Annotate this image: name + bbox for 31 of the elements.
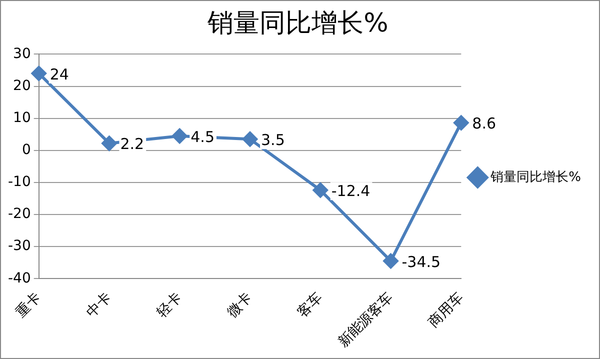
point xyxy=(383,253,398,268)
point xyxy=(312,182,328,198)
x-tick-label: 客车 xyxy=(294,290,326,321)
y-tick-label: -10 xyxy=(8,174,31,190)
data-label: 24 xyxy=(50,65,69,84)
y-tick-label: 20 xyxy=(13,78,31,94)
point xyxy=(172,128,188,144)
data-label: -12.4 xyxy=(331,182,370,200)
point xyxy=(454,115,469,130)
point xyxy=(31,66,46,81)
legend-label: 销量同比增长% xyxy=(490,170,582,185)
x-tick-label: 微卡 xyxy=(224,290,256,321)
y-tick-label: -40 xyxy=(8,270,31,286)
point xyxy=(242,132,258,147)
y-tick-label: -30 xyxy=(8,238,31,254)
y-tick-label: -20 xyxy=(8,206,31,222)
data-label: 2.2 xyxy=(120,135,144,154)
x-tick-label: 新能源客车 xyxy=(335,290,396,350)
y-tick-label: 0 xyxy=(22,142,31,158)
y-tick-label: 30 xyxy=(13,46,31,62)
x-tick-label: 轻卡 xyxy=(154,290,186,321)
data-label: 4.5 xyxy=(190,128,214,146)
y-tick-label: 10 xyxy=(13,110,31,126)
data-label: 3.5 xyxy=(261,131,285,150)
x-tick-label: 商用车 xyxy=(426,290,467,331)
point xyxy=(102,136,117,151)
x-tick-label: 重卡 xyxy=(13,290,44,321)
data-label: 8.6 xyxy=(472,114,496,133)
data-label: -34.5 xyxy=(402,252,441,271)
x-tick-label: 中卡 xyxy=(84,290,115,321)
chart-title: 销量同比增长% xyxy=(206,8,388,38)
